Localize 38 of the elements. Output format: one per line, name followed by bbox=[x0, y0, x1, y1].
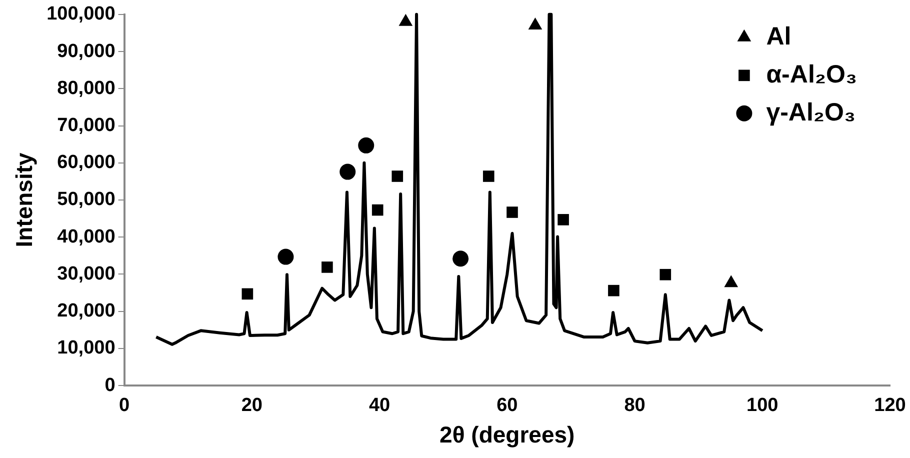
y-tick-label: 70,000 bbox=[57, 114, 116, 136]
point bbox=[506, 206, 518, 218]
x-tick-label: 120 bbox=[874, 395, 906, 416]
y-tick-label: 90,000 bbox=[57, 40, 116, 62]
y-tick-label: 30,000 bbox=[57, 263, 116, 284]
point bbox=[660, 268, 672, 280]
y-tick-label: 0 bbox=[104, 374, 116, 396]
point bbox=[482, 170, 494, 182]
point bbox=[242, 288, 254, 300]
y-tick-label: 10,000 bbox=[57, 338, 116, 359]
point bbox=[340, 164, 356, 180]
point bbox=[372, 204, 384, 216]
y-axis-title: Intensity bbox=[11, 152, 38, 248]
x-tick-label: 20 bbox=[241, 395, 262, 416]
x-tick-label: 60 bbox=[496, 395, 518, 416]
y-tick-label: 40,000 bbox=[57, 226, 116, 248]
point bbox=[322, 262, 333, 273]
point bbox=[392, 170, 404, 182]
point bbox=[608, 284, 620, 296]
x-tick-label: 40 bbox=[368, 395, 390, 416]
x-tick-label: 80 bbox=[624, 395, 646, 416]
point bbox=[398, 14, 413, 26]
y-tick-label: 20,000 bbox=[57, 300, 116, 322]
point bbox=[358, 137, 374, 154]
x-tick-label: 100 bbox=[746, 395, 778, 416]
point bbox=[452, 250, 469, 267]
y-tick-label: 80,000 bbox=[57, 78, 116, 99]
legend-label: Al bbox=[766, 22, 792, 50]
y-tick-label: 100,000 bbox=[46, 4, 116, 25]
x-tick-label: 0 bbox=[118, 395, 130, 416]
legend-label: α-Al₂O₃ bbox=[766, 60, 858, 88]
point bbox=[278, 248, 294, 265]
point bbox=[558, 214, 569, 226]
point bbox=[528, 18, 542, 30]
y-tick-label: 50,000 bbox=[57, 189, 116, 210]
x-axis-title: 2θ (degrees) bbox=[440, 422, 575, 448]
y-tick-label: 60,000 bbox=[57, 152, 116, 174]
legend-label: γ-Al₂O₃ bbox=[766, 98, 856, 126]
